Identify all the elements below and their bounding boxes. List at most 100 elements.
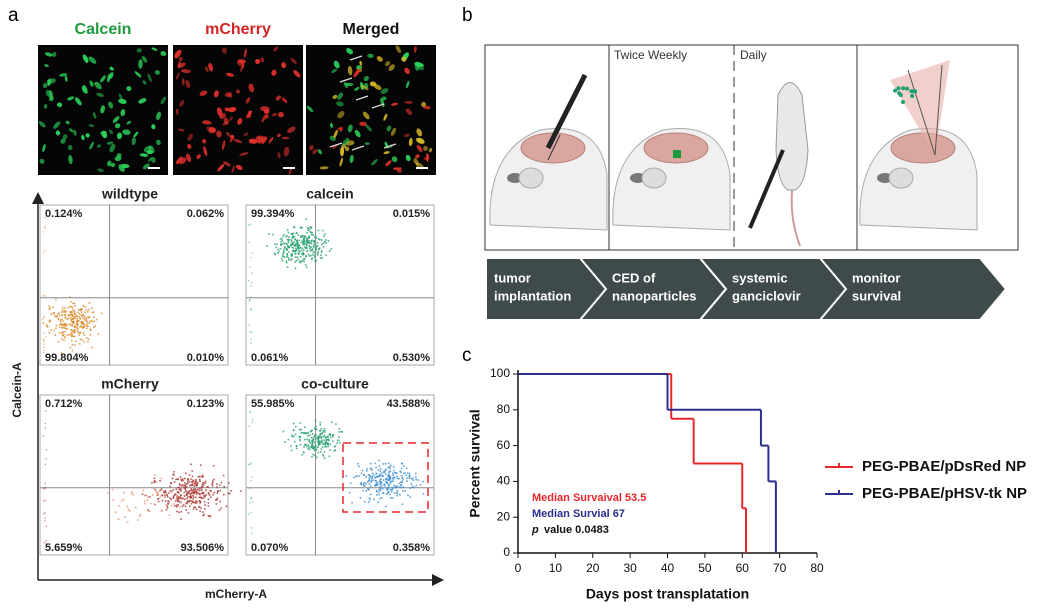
event-dot — [306, 239, 308, 241]
event-dot — [192, 496, 195, 498]
event-dot — [73, 310, 76, 313]
event-dot — [188, 500, 191, 503]
ear — [518, 167, 544, 189]
event-dot — [42, 322, 45, 324]
event-dot — [181, 505, 184, 508]
event-dot — [370, 479, 373, 482]
event-dot — [172, 489, 174, 491]
event-dot — [71, 349, 74, 352]
event-dot — [299, 439, 301, 442]
event-dot — [379, 486, 381, 489]
event-dot — [80, 320, 83, 323]
event-dot — [320, 435, 323, 438]
event-dot — [218, 509, 221, 511]
event-dot — [210, 496, 212, 499]
event-dot — [194, 500, 196, 503]
event-dot — [205, 489, 207, 492]
event-dot — [305, 240, 308, 243]
event-dot — [210, 490, 213, 493]
event-dot — [190, 492, 192, 494]
event-dot — [285, 247, 288, 250]
event-dot — [313, 449, 316, 452]
event-dot — [394, 472, 396, 474]
flow-plot — [245, 394, 435, 556]
event-dot — [250, 338, 252, 341]
event-dot — [111, 488, 114, 491]
cell — [235, 164, 243, 170]
event-dot — [290, 449, 293, 452]
event-dot — [54, 316, 57, 318]
event-dot — [313, 242, 316, 245]
event-dot — [398, 493, 401, 496]
event-dot — [100, 312, 103, 315]
cell — [114, 156, 122, 162]
cell — [317, 149, 323, 155]
event-dot — [319, 421, 321, 424]
event-dot — [91, 320, 94, 323]
event-dot — [200, 492, 203, 495]
cell — [151, 124, 156, 130]
event-dot — [320, 437, 323, 440]
event-dot — [389, 476, 392, 478]
event-dot — [185, 493, 188, 495]
event-dot — [183, 491, 186, 494]
event-dot — [297, 234, 300, 236]
event-dot — [71, 318, 74, 320]
event-dot — [392, 476, 394, 479]
cell — [337, 111, 345, 119]
event-dot — [302, 242, 304, 245]
event-dot — [87, 325, 89, 328]
event-dot — [75, 327, 78, 329]
event-dot — [195, 501, 198, 504]
event-dot — [302, 259, 304, 262]
event-dot — [81, 326, 84, 328]
event-dot — [310, 226, 313, 229]
cell — [67, 144, 73, 151]
event-dot — [318, 443, 320, 445]
event-dot — [192, 508, 195, 510]
event-dot — [310, 246, 312, 249]
event-dot — [187, 491, 189, 494]
event-dot — [295, 445, 298, 447]
event-dot — [412, 479, 415, 481]
event-dot — [204, 508, 206, 510]
event-dot — [165, 503, 167, 506]
event-dot — [379, 478, 382, 481]
cell — [196, 154, 201, 159]
event-dot — [200, 486, 203, 488]
cell — [208, 127, 217, 133]
event-dot — [301, 253, 303, 255]
event-dot — [143, 500, 146, 502]
event-dot — [335, 423, 337, 425]
event-dot — [387, 475, 390, 478]
cell — [347, 65, 353, 76]
event-dot — [106, 492, 109, 494]
cell — [156, 111, 161, 121]
event-dot — [64, 324, 66, 327]
event-dot — [315, 434, 317, 437]
gate-box — [342, 442, 429, 513]
event-dot — [387, 462, 390, 465]
event-dot — [161, 494, 163, 497]
event-dot — [296, 447, 298, 450]
cell — [390, 102, 398, 106]
event-dot — [81, 339, 84, 341]
event-dot — [76, 318, 78, 320]
event-dot — [307, 241, 310, 244]
cell — [85, 133, 90, 138]
event-dot — [151, 494, 154, 496]
event-dot — [414, 472, 417, 475]
event-dot — [317, 440, 319, 443]
event-dot — [330, 421, 333, 424]
event-dot — [85, 327, 88, 330]
event-dot — [302, 432, 305, 435]
event-dot — [213, 491, 216, 494]
event-dot — [63, 310, 65, 313]
event-dot — [166, 506, 169, 509]
event-dot — [391, 490, 393, 493]
event-dot — [203, 494, 205, 497]
event-dot — [44, 422, 46, 425]
event-dot — [323, 235, 325, 238]
event-dot — [294, 425, 297, 428]
cell — [405, 108, 412, 116]
